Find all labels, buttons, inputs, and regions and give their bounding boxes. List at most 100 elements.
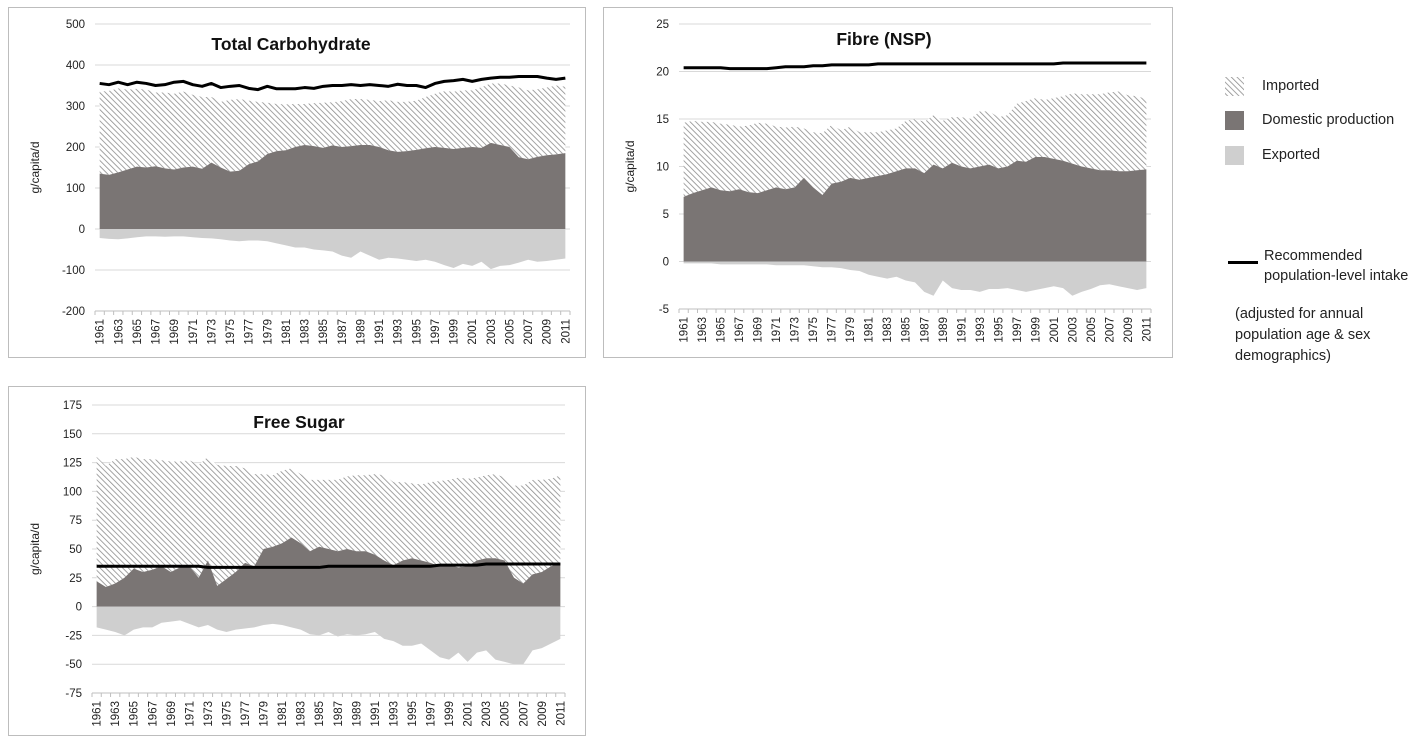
imported-area [683, 91, 1147, 197]
x-tick-label: 2007 [518, 701, 530, 727]
x-tick-label: 1969 [753, 317, 765, 343]
legend-note-line1: (adjusted for annual [1235, 306, 1364, 322]
x-tick-label: 1985 [318, 319, 330, 345]
legend-item-domestic: Domestic production [1180, 109, 1394, 131]
x-tick-label: 1997 [426, 701, 438, 727]
x-tick-label: 1977 [827, 317, 839, 343]
legend-label-recommended-line2: population-level intake [1264, 268, 1409, 284]
x-tick-label: 1961 [679, 317, 691, 343]
y-tick-label: 10 [656, 162, 669, 174]
x-tick-label: 1993 [975, 317, 987, 343]
y-tick-label: 300 [66, 101, 85, 113]
recommended-intake-line [99, 74, 566, 92]
fibre-nsp-chart: -5 0 5 10 15 20 25 1961 1963 1965 1967 1969 1971 1973… [603, 7, 1173, 358]
chart-title: Total Carbohydrate [211, 34, 370, 54]
x-tick-label: 2003 [481, 701, 493, 727]
fibre-nsp-chart-svg: -5 0 5 10 15 20 25 1961 1963 1965 1967 1969 1971 1973… [623, 19, 1153, 343]
x-tick-label: 1987 [919, 317, 931, 343]
legend-item-exported: Exported [1180, 144, 1320, 166]
x-tick-label: 1973 [206, 319, 218, 345]
recommended-intake-line [96, 562, 561, 569]
x-tick-label: 1985 [901, 317, 913, 343]
y-axis-label: g/capita/d [623, 140, 637, 192]
domestic-production-area [99, 142, 566, 229]
x-tick-label: 1989 [351, 701, 363, 727]
x-tick-label: 1995 [411, 319, 423, 345]
x-tick-label: 1991 [374, 319, 386, 345]
x-tick-label: 1989 [938, 317, 950, 343]
x-tick-label: 1975 [225, 319, 237, 345]
x-tick-label: 1993 [393, 319, 405, 345]
x-tick-label: 1979 [259, 701, 271, 727]
x-tick-label: 2003 [1067, 317, 1079, 343]
y-tick-label: 500 [66, 19, 85, 31]
x-tick-label: 2007 [1104, 317, 1116, 343]
y-tick-label: -200 [62, 306, 85, 318]
x-tick-label: 1983 [296, 701, 308, 727]
x-tick-label: 1983 [300, 319, 312, 345]
y-tick-label: 175 [63, 400, 82, 412]
x-tick-label: 1981 [281, 319, 293, 345]
exported-area [96, 606, 561, 665]
x-tick-label: 1961 [95, 319, 107, 345]
x-tick-label: 2007 [523, 319, 535, 345]
legend-label-recommended: Recommended population-level intake [1264, 246, 1428, 286]
imported-area [96, 456, 561, 588]
x-tick-label: 1987 [333, 701, 345, 727]
x-tick-label: 1969 [166, 701, 178, 727]
x-tick-label: 1995 [407, 701, 419, 727]
y-tick-label: 200 [66, 142, 85, 154]
y-tick-label: -75 [65, 688, 82, 700]
x-tick-label: 1979 [845, 317, 857, 343]
x-tick-label: 1971 [188, 319, 200, 345]
x-tick-label: 2009 [537, 701, 549, 727]
y-tick-label: 0 [76, 602, 82, 614]
x-tick-label: 2009 [542, 319, 554, 345]
x-tick-label: 1973 [203, 701, 215, 727]
recommended-intake-line [683, 61, 1147, 71]
x-tick-label: 1975 [221, 701, 233, 727]
total-carbohydrate-chart-svg: -200 -100 0 100 200 300 400 500 1961 1963 1965 1967… [28, 19, 572, 345]
x-tick-label: 1971 [184, 701, 196, 727]
x-tick-label: 1963 [110, 701, 122, 727]
domestic-production-area [96, 537, 561, 607]
x-tick-label: 2003 [486, 319, 498, 345]
x-tick-label: 1969 [169, 319, 181, 345]
x-tick-label: 1971 [771, 317, 783, 343]
x-tick-label: 2005 [500, 701, 512, 727]
legend-label-imported: Imported [1262, 78, 1320, 94]
y-tick-label: -100 [62, 265, 85, 277]
x-tick-label: 2001 [467, 319, 479, 345]
x-tick-label: 1987 [337, 319, 349, 345]
x-tick-label: 1999 [1030, 317, 1042, 343]
x-tick-label: 1981 [864, 317, 876, 343]
x-tick-label: 1965 [129, 701, 141, 727]
chart-title: Fibre (NSP) [836, 29, 931, 49]
legend-label-domestic: Domestic production [1262, 112, 1395, 128]
domestic-production-area [683, 157, 1147, 262]
x-tick-label: 1967 [147, 701, 159, 727]
legend-note-line3: demographics) [1235, 348, 1331, 364]
y-axis-label: g/capita/d [28, 523, 42, 575]
x-tick-label: 1991 [956, 317, 968, 343]
y-tick-label: 125 [63, 458, 82, 470]
x-tick-label: 2011 [1141, 317, 1153, 342]
y-tick-label: 100 [66, 183, 85, 195]
x-tick-label: 1967 [151, 319, 163, 345]
x-tick-label: 1997 [430, 319, 442, 345]
x-tick-label: 1981 [277, 701, 289, 727]
free-sugar-chart: -75 -50 -25 0 25 50 75 100 125 150 175 1961 1963 1965… [8, 386, 586, 736]
total-carbohydrate-chart: -200 -100 0 100 200 300 400 500 1961 1963 1965 1967… [8, 7, 586, 358]
exported-swatch [1225, 145, 1244, 165]
x-tick-label: 1977 [240, 701, 252, 727]
x-tick-label: 1975 [808, 317, 820, 343]
legend-label-exported: Exported [1262, 147, 1321, 163]
x-tick-label: 1985 [314, 701, 326, 727]
x-tick-label: 2011 [555, 701, 567, 726]
legend-note: (adjusted for annual population age & se… [1235, 304, 1425, 367]
legend-item-imported: Imported [1180, 75, 1319, 97]
exported-area [683, 261, 1147, 296]
y-tick-label: -5 [659, 304, 669, 316]
y-tick-label: 150 [63, 429, 82, 441]
y-tick-label: 20 [656, 67, 669, 79]
